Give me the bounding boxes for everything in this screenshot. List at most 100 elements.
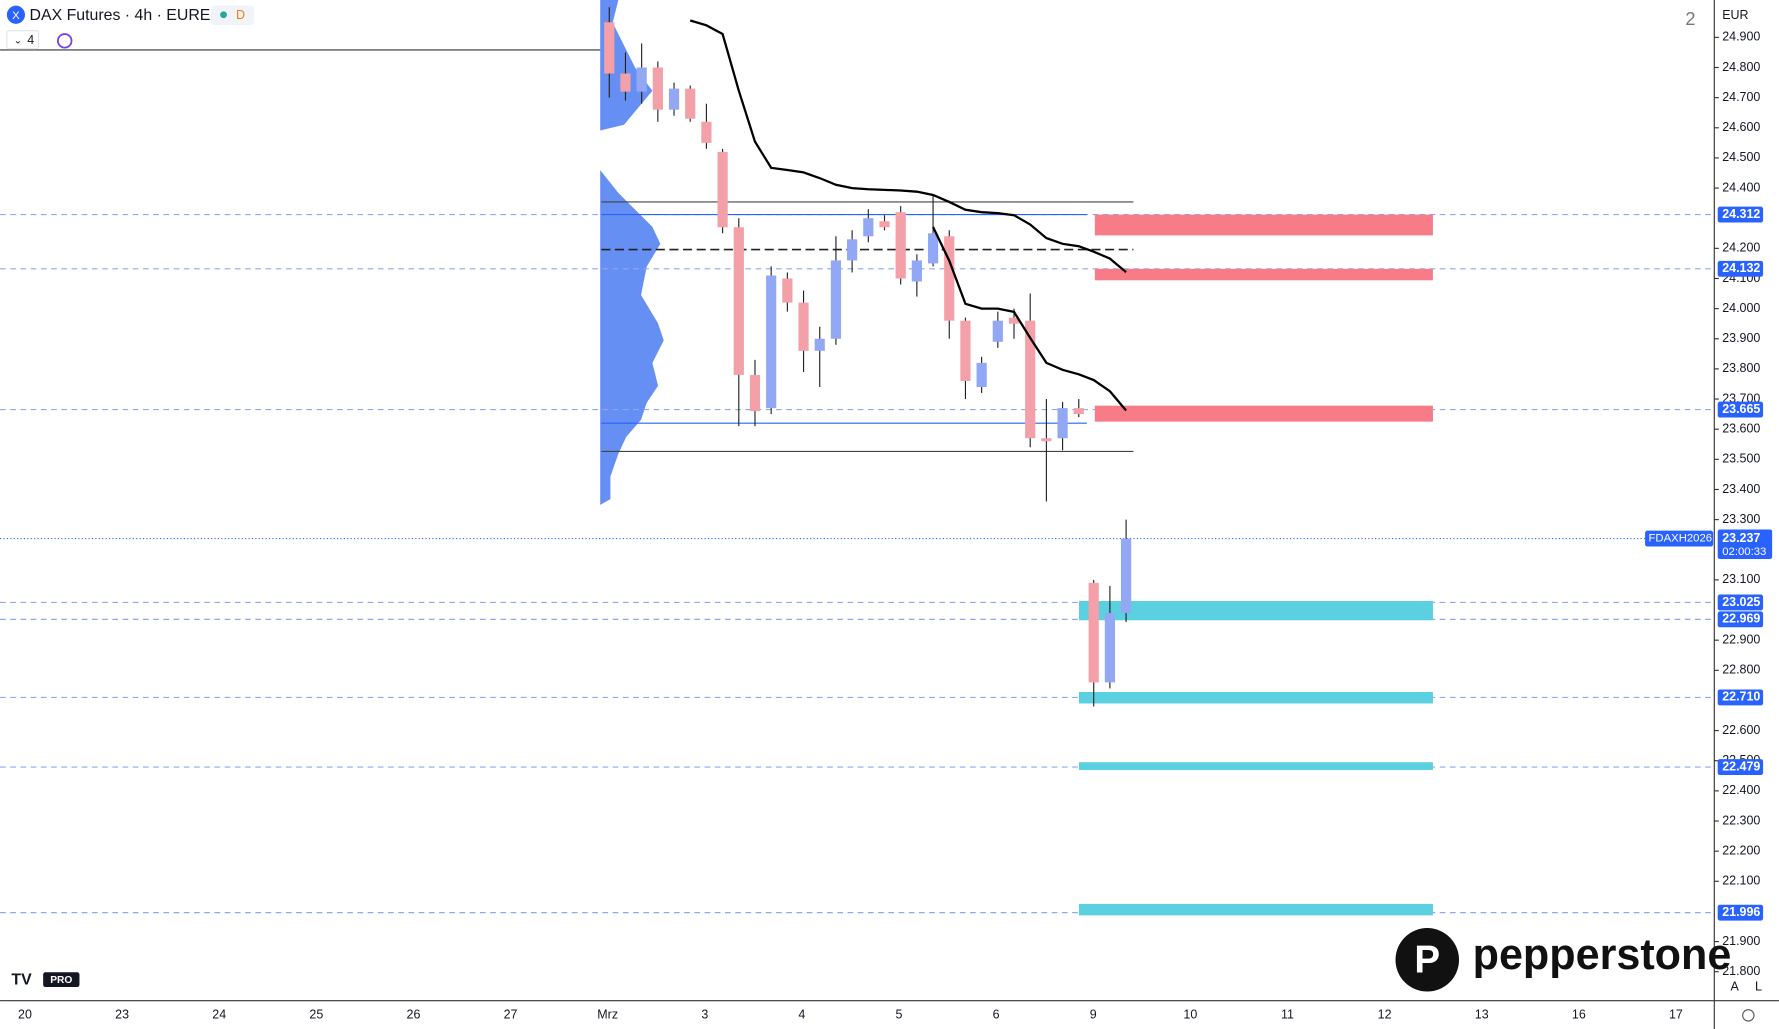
y-tick-label: 21.800 [1722, 964, 1760, 978]
y-tick-label: 23.400 [1722, 482, 1760, 496]
x-tick-label: 4 [798, 1008, 805, 1022]
price-badge [1717, 401, 1764, 418]
candle-body [830, 260, 842, 339]
tv-mark: TV [11, 971, 32, 988]
zone [1078, 692, 1433, 704]
y-tick-label: 24.700 [1722, 90, 1760, 104]
title: DAX Futures · 4h · EUREX [30, 7, 222, 24]
candle-body [1120, 538, 1132, 614]
candle-body [1073, 408, 1084, 415]
pro-box [43, 972, 80, 988]
zone [1094, 405, 1433, 422]
currency[interactable]: EUR [1722, 8, 1748, 22]
candle-body [847, 239, 858, 261]
y-tick-label: 22.900 [1722, 632, 1760, 646]
y-tick-label: 21.900 [1722, 934, 1760, 948]
zone [1078, 600, 1433, 621]
plot: 20 23 24 25 26 27 Mrz 3 4 5 6 9 10 11 12 13 16 1724.90024… [0, 7, 1773, 1022]
price-badge-label: 22.969 [1722, 612, 1760, 626]
pane-number: 2 [1685, 9, 1695, 29]
candle-body [863, 218, 874, 237]
price-badge-label: 22.479 [1722, 759, 1760, 773]
last-price-badge [1717, 529, 1773, 560]
price-badge-label: 21.996 [1722, 905, 1760, 919]
y-tick-label: 23.100 [1722, 572, 1760, 586]
candle-body [944, 236, 955, 321]
auto-scale-button[interactable]: A [1731, 979, 1740, 993]
candle-body [620, 73, 631, 92]
price-badge [1717, 759, 1764, 775]
y-tick-label: 24.500 [1722, 150, 1760, 164]
x-tick-label: 10 [1183, 1008, 1197, 1022]
logo-letter: P [1414, 938, 1440, 981]
y-tick-label: 24.600 [1722, 120, 1760, 134]
candle-body [668, 88, 680, 110]
y-tick-label: 23.300 [1722, 512, 1760, 526]
x-tick-label: 27 [504, 1008, 518, 1022]
tv-logo: TV PRO [11, 971, 80, 988]
countdown: 02:00:33 [1722, 546, 1766, 558]
zone [1078, 762, 1433, 771]
y-tick-label: 22.100 [1722, 874, 1760, 888]
y-tick-label: 22.300 [1722, 813, 1760, 827]
logo-mark [1395, 928, 1460, 992]
candle-body [766, 275, 777, 409]
candle-body [814, 338, 825, 351]
zone [1094, 214, 1433, 236]
candle-body [604, 22, 615, 74]
symbol-badge [1645, 530, 1714, 547]
indicator-count[interactable]: 4 [27, 33, 34, 47]
last-price-label: 23.237 [1722, 531, 1760, 545]
price-badge-label: 23.025 [1722, 595, 1760, 609]
candle-body [701, 121, 712, 143]
candle-body [717, 151, 728, 228]
x-tick-label: 25 [309, 1008, 323, 1022]
x-tick-label: 23 [115, 1008, 129, 1022]
price-badge [1717, 206, 1764, 223]
price-badge-label: 22.710 [1722, 690, 1760, 704]
candle-body [1025, 320, 1036, 439]
status-dot [220, 11, 227, 19]
price-badge [1717, 904, 1764, 921]
refresh-icon[interactable] [56, 33, 73, 49]
chevron[interactable]: ⌄ [14, 36, 23, 47]
status-box [211, 5, 255, 25]
candle-body [798, 302, 809, 351]
candle-body [960, 320, 971, 381]
price-badge-label: 24.132 [1722, 261, 1760, 275]
y-tick-label: 24.900 [1722, 30, 1760, 44]
indicator-toggle[interactable] [6, 30, 40, 50]
x-tick-label: 6 [993, 1008, 1000, 1022]
y-tick-label: 22.600 [1722, 723, 1760, 737]
candle-body [733, 227, 744, 375]
x-tick-label: Mrz [597, 1008, 618, 1022]
x-tick-label: 13 [1475, 1008, 1489, 1022]
indicator-line [932, 226, 1127, 412]
price-badge-label: 24.312 [1722, 207, 1760, 221]
y-tick-label: 24.800 [1722, 60, 1760, 74]
logo-text: pepperstone [1473, 931, 1732, 979]
x-tick-label: 26 [407, 1008, 421, 1022]
settings-icon[interactable] [1742, 1009, 1755, 1022]
x-tick-label: 24 [212, 1008, 226, 1022]
volume-profile [600, 0, 664, 505]
y-tick-label: 24.400 [1722, 180, 1760, 194]
candle-body [636, 67, 647, 92]
log-scale-button[interactable]: L [1755, 979, 1762, 993]
price-badge-label: 23.665 [1722, 402, 1760, 416]
price-badge [1717, 689, 1764, 706]
y-tick-label: 23.800 [1722, 361, 1760, 375]
price-badge [1717, 611, 1764, 628]
x-tick-label: 3 [701, 1008, 708, 1022]
price-badge [1717, 594, 1764, 611]
y-tick-label: 22.800 [1722, 663, 1760, 677]
zone [1078, 903, 1433, 916]
candle-body [782, 278, 793, 303]
candle-body [911, 260, 922, 282]
y-tick-label: 24.200 [1722, 241, 1760, 255]
candle-body [895, 212, 906, 279]
y-tick-label: 22.400 [1722, 783, 1760, 797]
